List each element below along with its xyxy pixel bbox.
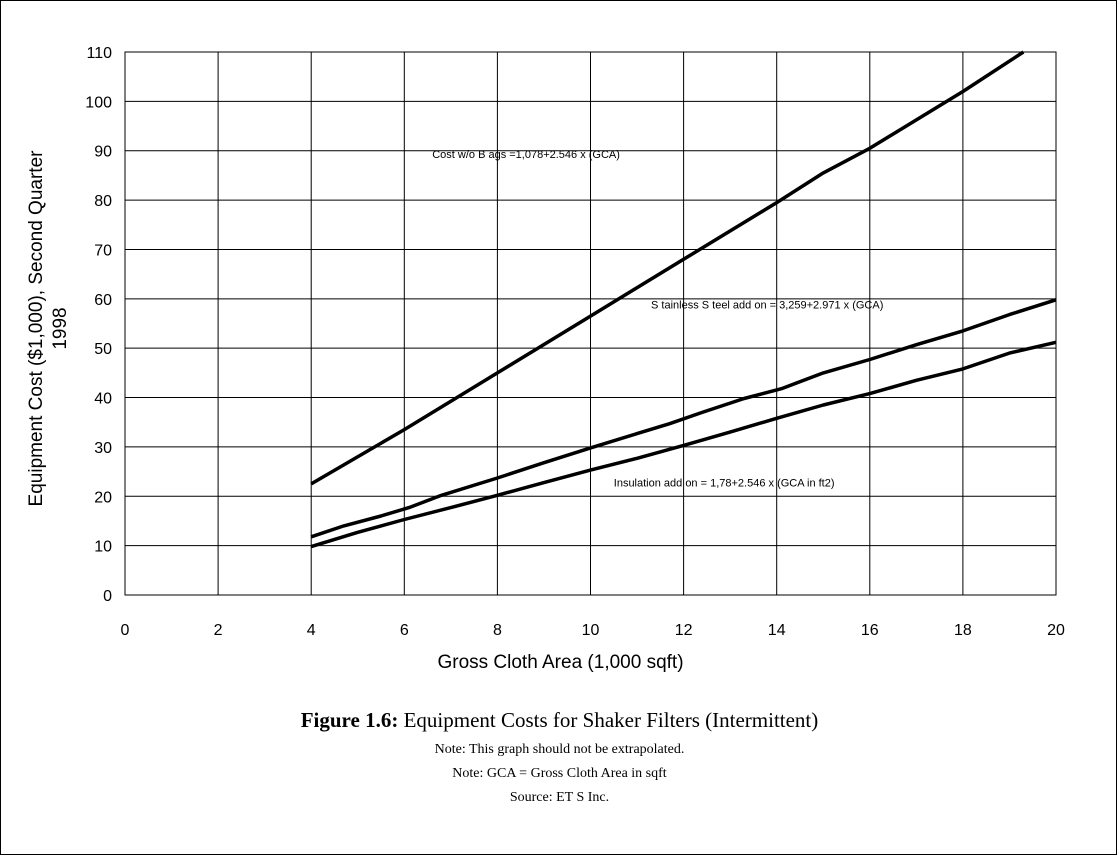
figure-title: Equipment Costs for Shaker Filters (Inte… — [398, 708, 819, 732]
equation-annotation: Insulation add on = 1,78+2.546 x (GCA in… — [614, 477, 835, 489]
x-tick-label: 12 — [675, 622, 693, 639]
y-tick-label: 80 — [94, 193, 112, 210]
x-tick-label: 20 — [1047, 622, 1065, 639]
note-gca: Note: GCA = Gross Cloth Area in sqft — [452, 766, 667, 781]
x-tick-label: 4 — [307, 622, 316, 639]
x-tick-label: 0 — [121, 622, 130, 639]
y-tick-label: 20 — [94, 489, 112, 506]
y-tick-label: 0 — [103, 588, 112, 605]
y-tick-label: 110 — [86, 45, 112, 62]
y-axis-title: Equipment Cost ($1,000), Second Quarter … — [26, 150, 71, 507]
annotations: Cost w/o B ags =1,078+2.546 x (GCA) S tai… — [432, 149, 883, 489]
y-tick-label: 50 — [94, 341, 112, 358]
x-tick-label: 8 — [493, 622, 502, 639]
x-axis-title: Gross Cloth Area (1,000 sqft) — [437, 652, 683, 673]
x-tick-label: 16 — [861, 622, 879, 639]
equation-annotation: Cost w/o B ags =1,078+2.546 x (GCA) — [432, 149, 620, 161]
x-tick-labels: 0 2 4 6 8 10 12 14 16 18 20 — [121, 622, 1065, 639]
y-axis-title-line2: 1998 — [50, 307, 71, 349]
x-tick-label: 18 — [954, 622, 972, 639]
series-line-2 — [310, 298, 1057, 539]
x-tick-label: 10 — [582, 622, 600, 639]
y-tick-label: 90 — [94, 144, 112, 161]
y-tick-label: 30 — [94, 440, 112, 457]
x-tick-label: 6 — [400, 622, 409, 639]
x-tick-label: 2 — [214, 622, 223, 639]
y-tick-label: 100 — [85, 94, 112, 111]
figure-label: Figure 1.6: — [300, 708, 399, 732]
series-lines — [310, 50, 1057, 549]
x-tick-label: 14 — [768, 622, 786, 639]
figure-caption: Figure 1.6: Equipment Costs for Shaker F… — [0, 708, 1119, 733]
series-line-3 — [310, 340, 1057, 549]
equation-annotation: S tainless S teel add on = 3,259+2.971 x… — [651, 300, 883, 312]
series-line-1 — [310, 50, 1025, 486]
y-tick-label: 10 — [94, 539, 112, 556]
note-extrapolation: Note: This graph should not be extrapola… — [434, 742, 685, 757]
source-note: Source: ET S Inc. — [509, 790, 610, 805]
y-tick-labels: 0 10 20 30 40 50 60 70 80 90 100 110 — [85, 45, 112, 605]
y-tick-label: 40 — [94, 391, 112, 408]
y-axis-title-line1: Equipment Cost ($1,000), Second Quarter — [26, 150, 47, 507]
y-tick-label: 70 — [94, 242, 112, 259]
y-tick-label: 60 — [94, 292, 112, 309]
plot-area-border — [124, 51, 1057, 596]
chart-grid — [124, 51, 1057, 596]
